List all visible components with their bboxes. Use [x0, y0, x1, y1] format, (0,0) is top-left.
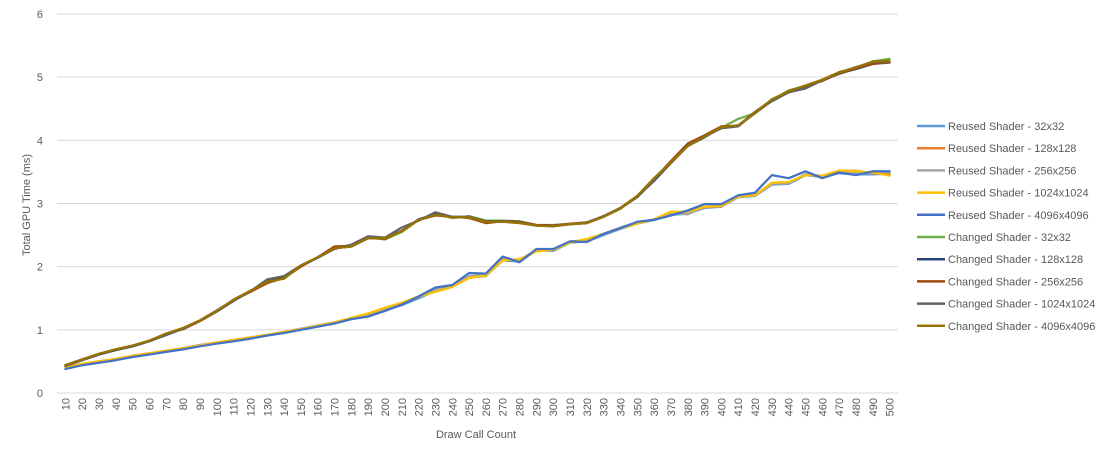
x-tick-label: 470	[834, 398, 846, 416]
series-line-6	[64, 60, 891, 367]
y-tick-label: 4	[37, 135, 43, 147]
x-tick-label: 170	[330, 398, 342, 416]
y-tick-label: 0	[37, 388, 43, 400]
y-tick-label: 1	[37, 325, 43, 337]
legend-label: Reused Shader - 256x256	[948, 165, 1076, 177]
x-tick-label: 310	[565, 398, 577, 416]
x-tick-label: 260	[481, 398, 493, 416]
x-tick-label: 190	[363, 398, 375, 416]
x-tick-label: 20	[77, 398, 89, 410]
y-axis-ticks: 0 1 2 3 4 5 6	[37, 9, 43, 400]
y-tick-label: 5	[37, 72, 43, 84]
x-tick-label: 320	[582, 398, 594, 416]
x-tick-label: 160	[313, 398, 325, 416]
x-tick-label: 370	[666, 398, 678, 416]
x-tick-label: 110	[229, 398, 241, 416]
x-tick-label: 270	[498, 398, 510, 416]
x-tick-label: 220	[414, 398, 426, 416]
x-tick-label: 500	[885, 398, 897, 416]
x-tick-label: 290	[531, 398, 543, 416]
x-axis-title: Draw Call Count	[436, 429, 516, 441]
x-tick-label: 440	[784, 398, 796, 416]
x-tick-label: 30	[94, 398, 106, 410]
x-tick-label: 200	[380, 398, 392, 416]
x-tick-label: 280	[515, 398, 527, 416]
x-tick-label: 340	[615, 398, 627, 416]
x-tick-label: 230	[430, 398, 442, 416]
x-tick-label: 70	[161, 398, 173, 410]
x-tick-label: 400	[716, 398, 728, 416]
legend-label: Changed Shader - 4096x4096	[948, 321, 1095, 333]
x-tick-label: 130	[262, 398, 274, 416]
x-tick-label: 360	[649, 398, 661, 416]
x-tick-label: 430	[767, 398, 779, 416]
series-line-3	[64, 169, 891, 369]
legend-label: Changed Shader - 32x32	[948, 232, 1071, 244]
series-lines	[64, 57, 891, 371]
series-line-0	[64, 172, 891, 369]
x-tick-label: 490	[868, 398, 880, 416]
x-tick-label: 90	[195, 398, 207, 410]
x-tick-label: 460	[817, 398, 829, 416]
y-tick-label: 2	[37, 262, 43, 274]
x-tick-label: 250	[464, 398, 476, 416]
x-tick-label: 100	[212, 398, 224, 416]
legend: Reused Shader - 32x32 Reused Shader - 128…	[917, 121, 1095, 333]
legend-label: Reused Shader - 32x32	[948, 121, 1064, 133]
series-line-1	[64, 169, 891, 369]
legend-label: Changed Shader - 1024x1024	[948, 299, 1095, 311]
legend-label: Reused Shader - 128x128	[948, 143, 1076, 155]
x-tick-label: 50	[128, 398, 140, 410]
x-axis-ticks: 10 20 30 40 50 60 70 80 90 100 110 120 130 140 150 160 1…	[60, 398, 896, 416]
legend-label: Reused Shader - 4096x4096	[948, 210, 1089, 222]
x-tick-label: 380	[683, 398, 695, 416]
series-line-2	[64, 170, 891, 369]
series-line-7	[64, 61, 891, 367]
x-tick-label: 420	[750, 398, 762, 416]
x-tick-label: 450	[800, 398, 812, 416]
series-line-4	[64, 170, 891, 371]
x-tick-label: 120	[245, 398, 257, 416]
x-tick-label: 180	[346, 398, 358, 416]
x-tick-label: 390	[700, 398, 712, 416]
y-tick-label: 6	[37, 9, 43, 21]
series-line-8	[64, 60, 891, 367]
x-tick-label: 210	[397, 398, 409, 416]
series-line-9	[64, 59, 891, 367]
x-tick-label: 60	[145, 398, 157, 410]
legend-label: Changed Shader - 256x256	[948, 276, 1083, 288]
x-tick-label: 300	[548, 398, 560, 416]
y-axis-title: Total GPU Time (ms)	[21, 154, 33, 256]
x-tick-label: 10	[60, 398, 72, 410]
x-tick-label: 150	[296, 398, 308, 416]
gridlines	[57, 13, 898, 394]
legend-label: Reused Shader - 1024x1024	[948, 188, 1089, 200]
x-tick-label: 330	[599, 398, 611, 416]
x-tick-label: 480	[851, 398, 863, 416]
y-tick-label: 3	[37, 199, 43, 211]
x-tick-label: 410	[733, 398, 745, 416]
x-tick-label: 140	[279, 398, 291, 416]
x-tick-label: 40	[111, 398, 123, 410]
x-tick-label: 350	[632, 398, 644, 416]
x-tick-label: 240	[447, 398, 459, 416]
x-tick-label: 80	[178, 398, 190, 410]
legend-label: Changed Shader - 128x128	[948, 254, 1083, 266]
